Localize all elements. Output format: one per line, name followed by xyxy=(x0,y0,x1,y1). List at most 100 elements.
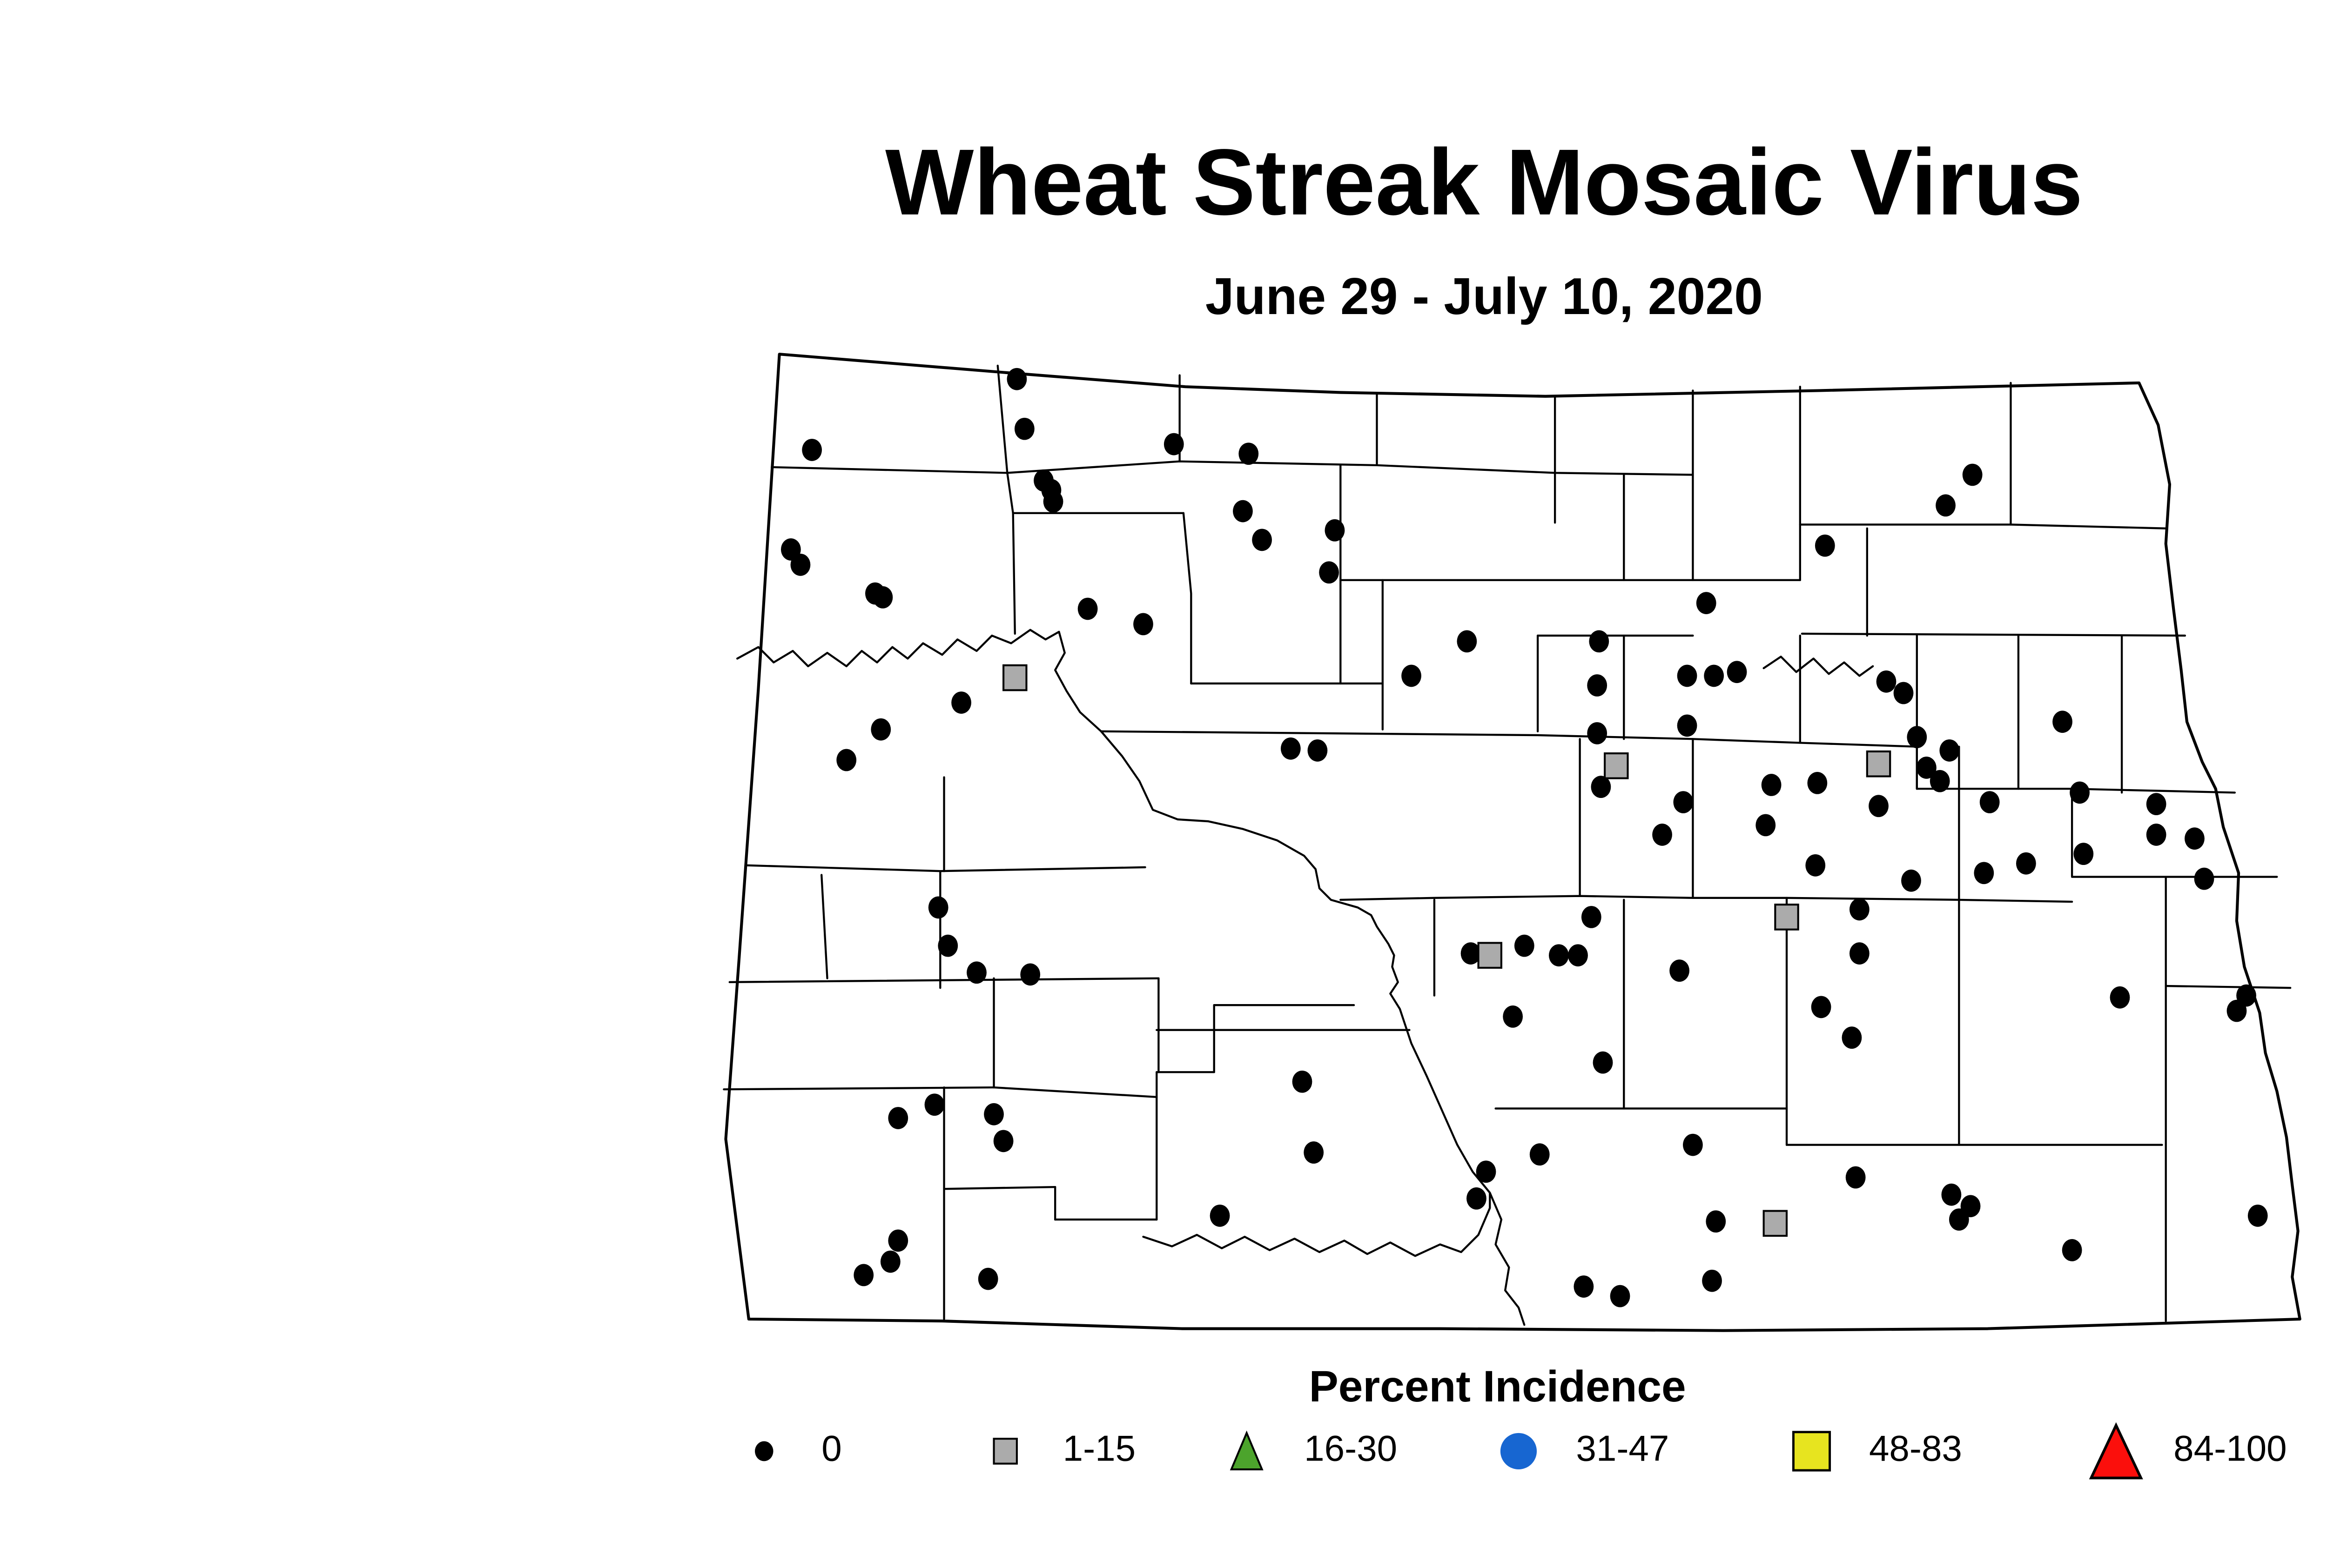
map-point-zero xyxy=(1941,1183,1962,1206)
map-point-zero xyxy=(1727,661,1747,683)
map-point-zero xyxy=(1930,770,1950,792)
map-point-zero xyxy=(873,586,893,609)
map-point-zero xyxy=(1706,1210,1726,1233)
map-point-zero xyxy=(2185,827,2205,850)
map-point-zero xyxy=(1842,1026,1862,1049)
map-point-zero xyxy=(924,1093,945,1116)
map-point-zero xyxy=(1133,613,1153,636)
map-point-zero xyxy=(938,934,958,957)
map-point-zero xyxy=(888,1107,908,1129)
map-point-zero xyxy=(1901,869,1921,892)
legend-item-label: 0 xyxy=(821,1430,842,1471)
map-point-zero xyxy=(1677,664,1697,687)
map-point-zero xyxy=(1962,463,1983,486)
map-point-1-15 xyxy=(1002,664,1028,691)
county-boundary xyxy=(1801,632,2186,637)
map-point-zero xyxy=(1807,772,1828,794)
map-point-zero xyxy=(2146,824,2166,846)
map-geometry xyxy=(723,353,2301,1332)
county-boundary xyxy=(1376,464,1694,476)
yellow-square-icon xyxy=(1792,1431,1831,1472)
map-point-zero xyxy=(1574,1275,1594,1298)
map-point-zero xyxy=(1974,862,1994,885)
small-black-dot-icon xyxy=(755,1441,773,1461)
legend-item-48-83: 48-83 xyxy=(1779,1419,1962,1484)
map-point-zero xyxy=(1979,791,2000,813)
map-point-zero xyxy=(1589,630,1609,653)
county-boundary xyxy=(1006,460,1378,474)
map-point-zero xyxy=(951,691,971,714)
map-point-zero xyxy=(1704,664,1724,687)
map-subtitle: June 29 - July 10, 2020 xyxy=(1205,268,1763,326)
map-point-zero xyxy=(1514,934,1534,957)
map-point-zero xyxy=(1587,722,1607,744)
county-boundary xyxy=(1799,523,2167,529)
map-point-zero xyxy=(1673,791,1694,813)
county-boundary xyxy=(1339,895,2073,903)
map-point-zero xyxy=(2247,1204,2268,1227)
legend-item-label: 1-15 xyxy=(1063,1430,1136,1471)
map-point-zero xyxy=(1893,682,1914,704)
map-point-zero xyxy=(880,1250,901,1273)
map-point-zero xyxy=(1669,959,1689,982)
map-point-zero xyxy=(2070,781,2090,804)
map-point-zero xyxy=(1401,664,1421,687)
county-boundary xyxy=(1006,472,1016,635)
county-boundary xyxy=(993,1086,1158,1098)
legend-item-0: 0 xyxy=(732,1419,842,1484)
map-point-1-15 xyxy=(1866,750,1891,777)
gray-square-icon xyxy=(993,1438,1018,1465)
map-point-zero xyxy=(2226,999,2247,1022)
map-point-zero xyxy=(1568,944,1588,967)
map-point-zero xyxy=(993,1130,1014,1153)
green-triangle-icon xyxy=(1230,1430,1264,1471)
map-point-zero xyxy=(1805,854,1826,877)
legend-item-label: 84-100 xyxy=(2173,1430,2287,1471)
map-point-zero xyxy=(1503,1005,1523,1028)
county-boundary xyxy=(1142,1192,1526,1326)
map-point-zero xyxy=(1610,1285,1630,1307)
map-point-zero xyxy=(1007,368,1027,390)
county-boundary xyxy=(1182,512,1192,685)
map-point-zero xyxy=(1457,630,1477,653)
map-point-1-15 xyxy=(1604,752,1629,779)
map-point-zero xyxy=(1077,597,1098,620)
map-point-zero xyxy=(1591,776,1611,798)
map-point-zero xyxy=(836,749,857,771)
map-point-zero xyxy=(1529,1143,1550,1166)
county-boundary xyxy=(746,864,1146,872)
map-point-zero xyxy=(1238,442,1259,465)
county-boundary xyxy=(943,1186,1056,1190)
map-point-zero xyxy=(1755,814,1776,837)
map-point-zero xyxy=(1849,942,1870,965)
map-point-zero xyxy=(1460,942,1481,965)
map-point-zero xyxy=(888,1229,908,1252)
map-point-zero xyxy=(1548,944,1569,967)
county-boundary xyxy=(1692,738,1918,748)
map-point-zero xyxy=(1043,490,1063,513)
map-point-zero xyxy=(967,961,987,984)
map-point-zero xyxy=(2146,793,2166,816)
map-point-zero xyxy=(1939,739,1960,762)
map-point-zero xyxy=(1292,1070,1312,1093)
map-point-zero xyxy=(978,1267,998,1290)
county-boundary xyxy=(1100,730,1694,740)
map-point-zero xyxy=(1280,737,1301,760)
map-point-zero xyxy=(1936,494,1956,517)
map-point-zero xyxy=(984,1103,1004,1126)
map-point-zero xyxy=(2073,843,2094,865)
map-point-zero xyxy=(1587,674,1607,697)
map-point-zero xyxy=(1876,670,1897,693)
county-boundary xyxy=(736,629,1491,1194)
red-triangle-icon xyxy=(2089,1422,2143,1480)
map-point-zero xyxy=(1466,1187,1486,1210)
county-boundary xyxy=(996,364,1009,474)
map-point-zero xyxy=(1652,824,1672,846)
blue-circle-icon xyxy=(1500,1433,1537,1470)
legend-item-31-47: 31-47 xyxy=(1486,1419,1669,1484)
legend-item-1-15: 1-15 xyxy=(973,1419,1136,1484)
legend-item-label: 31-47 xyxy=(1576,1430,1669,1471)
map-point-zero xyxy=(1696,592,1716,614)
map-point-zero xyxy=(1476,1160,1496,1183)
